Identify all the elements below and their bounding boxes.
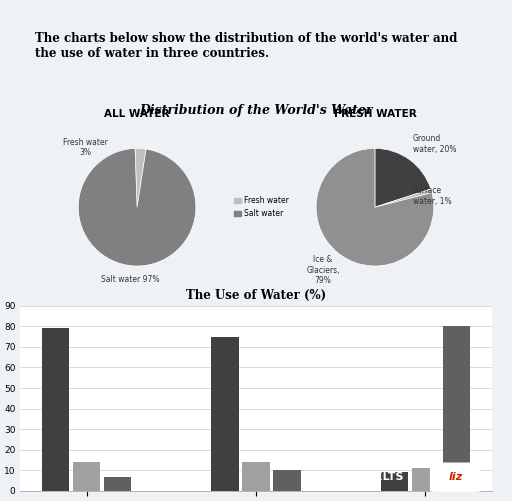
Title: The Use of Water (%): The Use of Water (%) xyxy=(186,289,326,302)
Legend: Fresh water, Salt water: Fresh water, Salt water xyxy=(231,193,292,221)
Text: Salt water 97%: Salt water 97% xyxy=(101,275,159,284)
Wedge shape xyxy=(135,148,146,207)
Title: ALL WATER: ALL WATER xyxy=(104,109,170,119)
Bar xyxy=(443,326,470,491)
Bar xyxy=(412,468,439,491)
Wedge shape xyxy=(78,148,196,266)
Wedge shape xyxy=(375,148,431,207)
FancyBboxPatch shape xyxy=(431,463,480,491)
Bar xyxy=(211,337,239,491)
Wedge shape xyxy=(375,189,432,207)
Text: Distribution of the World's Water: Distribution of the World's Water xyxy=(139,104,373,117)
Text: liz: liz xyxy=(448,472,462,482)
Bar xyxy=(42,328,69,491)
Title: FRESH WATER: FRESH WATER xyxy=(333,109,416,119)
Bar xyxy=(242,462,270,491)
Text: The charts below show the distribution of the world's water and
the use of water: The charts below show the distribution o… xyxy=(35,32,457,60)
Bar xyxy=(273,470,301,491)
Bar xyxy=(73,462,100,491)
Text: Ground
water, 20%: Ground water, 20% xyxy=(413,134,457,154)
Bar xyxy=(104,476,132,491)
Bar xyxy=(380,472,408,491)
Text: Fresh water
3%: Fresh water 3% xyxy=(63,138,108,157)
Text: IELTS: IELTS xyxy=(371,472,403,482)
Text: Ice &
Glaciers,
79%: Ice & Glaciers, 79% xyxy=(306,256,340,285)
Wedge shape xyxy=(316,148,434,266)
Text: Surface
water, 1%: Surface water, 1% xyxy=(413,186,452,206)
